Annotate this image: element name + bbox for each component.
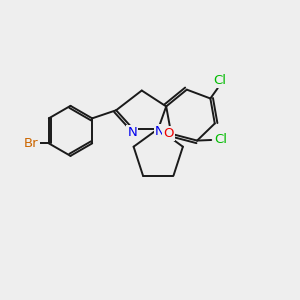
Text: O: O [163, 127, 173, 140]
Text: Br: Br [24, 137, 38, 150]
Text: N: N [155, 125, 165, 138]
Text: Cl: Cl [213, 74, 226, 87]
Text: Cl: Cl [214, 134, 227, 146]
Text: N: N [128, 126, 137, 139]
